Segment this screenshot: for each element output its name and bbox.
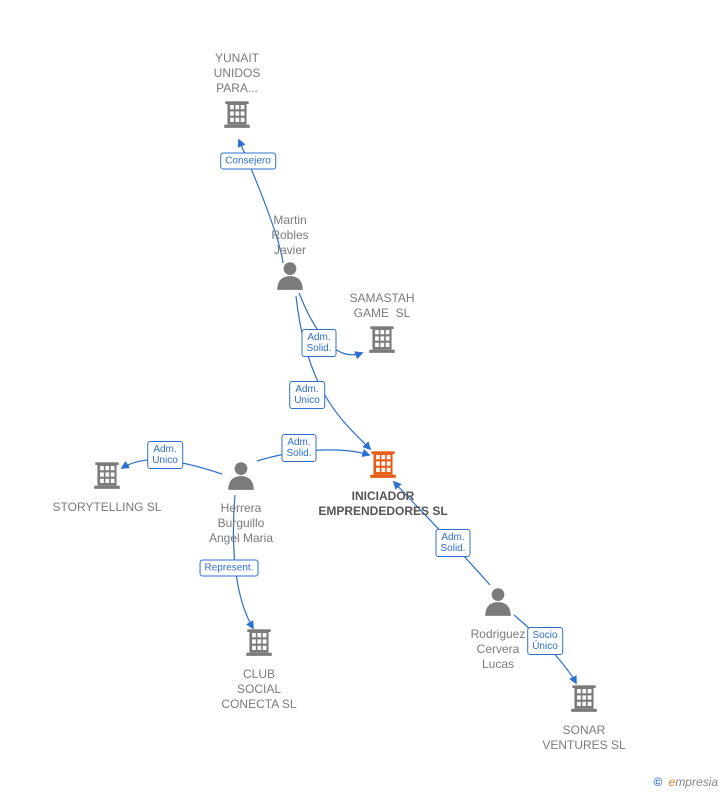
edge-e5 (257, 450, 369, 461)
edge-e4 (122, 460, 222, 474)
node-rodriguez: Rodriguez Cervera Lucas (428, 584, 568, 672)
node-label-storytelling: STORYTELLING SL (37, 500, 177, 515)
node-sonar: SONAR VENTURES SL (514, 680, 654, 753)
building-icon (90, 457, 124, 496)
node-label-samastah: SAMASTAH GAME SL (312, 291, 452, 321)
edge-label-e5: Adm. Solid. (281, 434, 316, 462)
edge-label-e7: Adm. Solid. (435, 529, 470, 557)
person-icon (224, 458, 258, 497)
edge-label-e2: Adm. Solid. (301, 329, 336, 357)
node-yunait: YUNAIT UNIDOS PARA... (167, 47, 307, 135)
network-diagram: © empresia Consejero Adm. Solid. Adm. Unic… (0, 0, 728, 795)
building-icon (220, 96, 254, 135)
node-club: CLUB SOCIAL CONECTA SL (189, 624, 329, 712)
node-label-sonar: SONAR VENTURES SL (514, 723, 654, 753)
edge-e2 (299, 293, 362, 355)
edge-e7 (394, 482, 490, 585)
node-herrera: Herrera Burguillo Angel Maria (171, 458, 311, 546)
node-samastah: SAMASTAH GAME SL (312, 287, 452, 360)
edge-e6 (233, 495, 253, 628)
copyright-brand-rest: mpresia (675, 775, 718, 789)
person-icon (481, 584, 515, 623)
edge-label-e1: Consejero (220, 153, 276, 170)
copyright: © empresia (653, 775, 718, 789)
edge-label-e4: Adm. Unico (147, 441, 183, 469)
edge-e8 (514, 615, 576, 683)
building-icon (242, 624, 276, 663)
node-martin: Martin Robles Javier (220, 209, 360, 297)
copyright-symbol: © (653, 775, 662, 789)
node-label-rodriguez: Rodriguez Cervera Lucas (428, 627, 568, 672)
edges-layer (0, 0, 728, 795)
building-icon (567, 680, 601, 719)
building-icon (365, 321, 399, 360)
building-icon (366, 446, 400, 485)
edge-label-e3: Adm. Unico (289, 381, 325, 409)
edge-label-e6: Represent. (200, 560, 259, 577)
node-label-yunait: YUNAIT UNIDOS PARA... (167, 51, 307, 96)
edge-e3 (296, 296, 370, 449)
person-icon (273, 258, 307, 297)
node-storytelling: STORYTELLING SL (37, 457, 177, 515)
node-label-iniciador: INICIADOR EMPRENDEDORES SL (313, 489, 453, 519)
node-label-martin: Martin Robles Javier (220, 213, 360, 258)
node-label-herrera: Herrera Burguillo Angel Maria (171, 501, 311, 546)
node-iniciador: INICIADOR EMPRENDEDORES SL (313, 446, 453, 519)
node-label-club: CLUB SOCIAL CONECTA SL (189, 667, 329, 712)
edge-label-e8: Socio Único (527, 627, 563, 655)
edge-e1 (239, 140, 283, 263)
